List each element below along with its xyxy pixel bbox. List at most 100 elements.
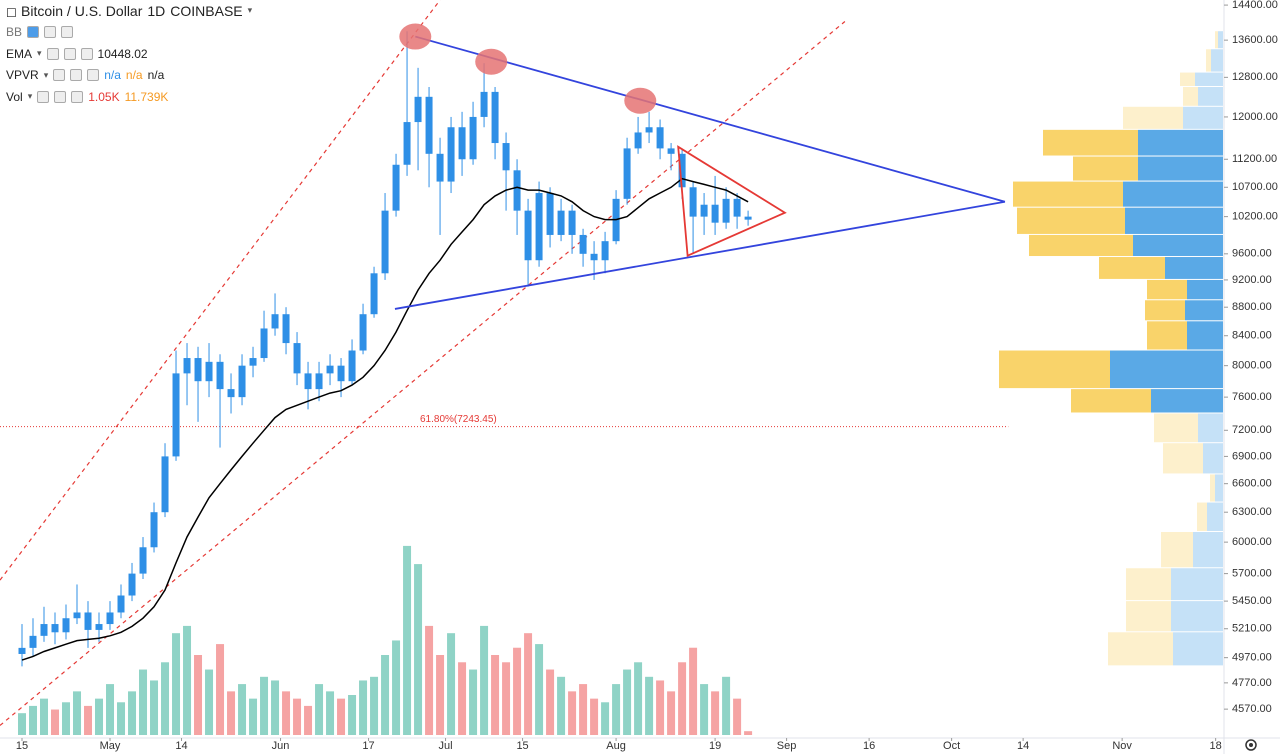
candle-body <box>227 389 235 398</box>
symbol-row: ☐ Bitcoin / U.S. Dollar 1D COINBASE ▾ <box>6 0 252 22</box>
remove-button[interactable] <box>61 26 74 39</box>
chevron[interactable]: ▾ <box>37 48 42 59</box>
volume-bar <box>348 695 357 735</box>
y-tick-label: 4770.00 <box>1232 677 1272 689</box>
toggle-button[interactable] <box>53 69 66 82</box>
profile-up-bar <box>1171 568 1223 601</box>
chevron[interactable]: ▾ <box>247 5 253 16</box>
x-tick-label: 14 <box>1017 740 1029 752</box>
settings-button[interactable] <box>70 69 83 82</box>
settings-button[interactable] <box>54 90 67 103</box>
profile-down-bar <box>1145 300 1185 321</box>
volume-bar <box>557 676 566 735</box>
candle-body <box>568 210 576 235</box>
indicator-name: EMA <box>6 46 33 61</box>
toggle-button[interactable] <box>27 26 40 39</box>
candle-body <box>689 187 697 217</box>
remove-button[interactable] <box>80 47 93 60</box>
volume-bar <box>106 684 115 735</box>
volume-bar <box>194 655 203 735</box>
candle-body <box>458 127 466 160</box>
peak-marker <box>624 87 657 114</box>
volume-bar <box>491 655 500 735</box>
profile-up-bar <box>1138 156 1223 181</box>
candle-body <box>161 456 169 513</box>
toggle-button[interactable] <box>46 47 59 60</box>
volume-bar <box>645 676 654 735</box>
ema-line <box>21 177 749 661</box>
candle-body <box>95 624 103 630</box>
legend: ☐ Bitcoin / U.S. Dollar 1D COINBASE ▾ BB… <box>6 0 252 108</box>
volume-bar <box>249 698 258 735</box>
profile-down-bar <box>1073 156 1138 181</box>
candle-body <box>524 210 532 261</box>
x-tick-label: 17 <box>362 740 374 752</box>
profile-up-bar <box>1218 31 1223 49</box>
profile-up-bar <box>1123 181 1223 207</box>
x-tick-label: 18 <box>1210 740 1222 752</box>
candle-body <box>62 618 70 633</box>
remove-button[interactable] <box>87 69 100 82</box>
candle-body <box>73 612 81 619</box>
candle-body <box>172 373 180 457</box>
volume-bar <box>293 698 302 735</box>
profile-down-bar <box>1126 601 1171 632</box>
settings-button[interactable] <box>63 47 76 60</box>
volume-bar <box>84 705 93 735</box>
chevron[interactable]: ▾ <box>27 91 33 102</box>
interval[interactable]: 1D <box>147 2 166 19</box>
volume-bar <box>370 676 379 735</box>
y-tick-label: 12800.00 <box>1232 71 1278 83</box>
y-tick-label: 9200.00 <box>1232 274 1272 286</box>
candle-body <box>656 127 664 149</box>
profile-down-bar <box>1043 129 1138 156</box>
indicator-name: Vol <box>6 89 23 104</box>
volume-bar <box>359 680 368 735</box>
profile-up-bar <box>1195 72 1223 87</box>
volume-bar <box>150 680 159 735</box>
candle-body <box>744 216 752 220</box>
candle-body <box>150 512 158 548</box>
profile-up-bar <box>1185 300 1223 321</box>
y-tick-label: 5450.00 <box>1232 595 1272 607</box>
profile-down-bar <box>1123 106 1183 129</box>
x-tick-label: 19 <box>709 740 721 752</box>
profile-down-bar <box>1071 389 1151 413</box>
profile-up-bar <box>1187 279 1223 300</box>
volume-bar <box>744 731 753 735</box>
candle-body <box>326 365 334 374</box>
candle-body <box>513 170 521 211</box>
trend-line <box>415 35 1006 203</box>
candle-body <box>29 635 37 648</box>
candle-body <box>139 547 147 574</box>
candle-body <box>678 153 686 188</box>
profile-up-bar <box>1187 321 1223 350</box>
bb-row: BB <box>6 22 252 44</box>
remove-button[interactable] <box>71 90 84 103</box>
settings-icon[interactable] <box>1245 739 1257 751</box>
profile-down-bar <box>1163 443 1203 474</box>
profile-up-bar <box>1171 601 1223 632</box>
y-tick-label: 5210.00 <box>1232 623 1272 635</box>
chevron[interactable]: ▾ <box>43 69 49 80</box>
toggle-button[interactable] <box>37 90 50 103</box>
y-tick-label: 8000.00 <box>1232 360 1272 372</box>
x-tick-label: 15 <box>16 740 28 752</box>
candle-body <box>590 253 598 261</box>
volume-bar <box>502 662 511 735</box>
candle-body <box>623 148 631 199</box>
volume-bar <box>304 705 313 735</box>
profile-up-bar <box>1198 87 1223 106</box>
settings-button[interactable] <box>44 26 57 39</box>
x-tick-label: Aug <box>606 740 626 752</box>
profile-up-bar <box>1133 234 1223 257</box>
y-tick-label: 6600.00 <box>1232 478 1272 490</box>
candle-body <box>403 122 411 165</box>
volume-bar <box>29 705 38 735</box>
profile-down-bar <box>1147 279 1187 300</box>
candle-body <box>205 361 213 382</box>
candle-body <box>128 573 136 596</box>
y-tick-label: 4570.00 <box>1232 703 1272 715</box>
y-tick-label: 6000.00 <box>1232 536 1272 548</box>
